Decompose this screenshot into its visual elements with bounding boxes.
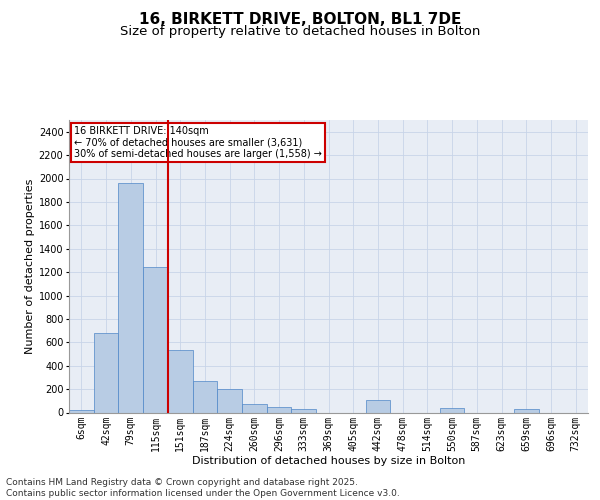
Bar xyxy=(168,350,193,412)
Text: 16 BIRKETT DRIVE: 140sqm
← 70% of detached houses are smaller (3,631)
30% of sem: 16 BIRKETT DRIVE: 140sqm ← 70% of detach… xyxy=(74,126,322,159)
Bar xyxy=(94,333,118,412)
Text: Size of property relative to detached houses in Bolton: Size of property relative to detached ho… xyxy=(120,25,480,38)
Bar xyxy=(242,404,267,412)
Text: Contains HM Land Registry data © Crown copyright and database right 2025.
Contai: Contains HM Land Registry data © Crown c… xyxy=(6,478,400,498)
Text: 16, BIRKETT DRIVE, BOLTON, BL1 7DE: 16, BIRKETT DRIVE, BOLTON, BL1 7DE xyxy=(139,12,461,28)
Bar xyxy=(365,400,390,412)
Bar xyxy=(514,409,539,412)
Bar xyxy=(440,408,464,412)
Bar xyxy=(143,268,168,412)
Bar xyxy=(69,410,94,412)
Bar xyxy=(118,183,143,412)
Y-axis label: Number of detached properties: Number of detached properties xyxy=(25,178,35,354)
Bar xyxy=(193,381,217,412)
Bar xyxy=(292,409,316,412)
Bar xyxy=(267,407,292,412)
X-axis label: Distribution of detached houses by size in Bolton: Distribution of detached houses by size … xyxy=(192,456,465,466)
Bar xyxy=(217,389,242,412)
